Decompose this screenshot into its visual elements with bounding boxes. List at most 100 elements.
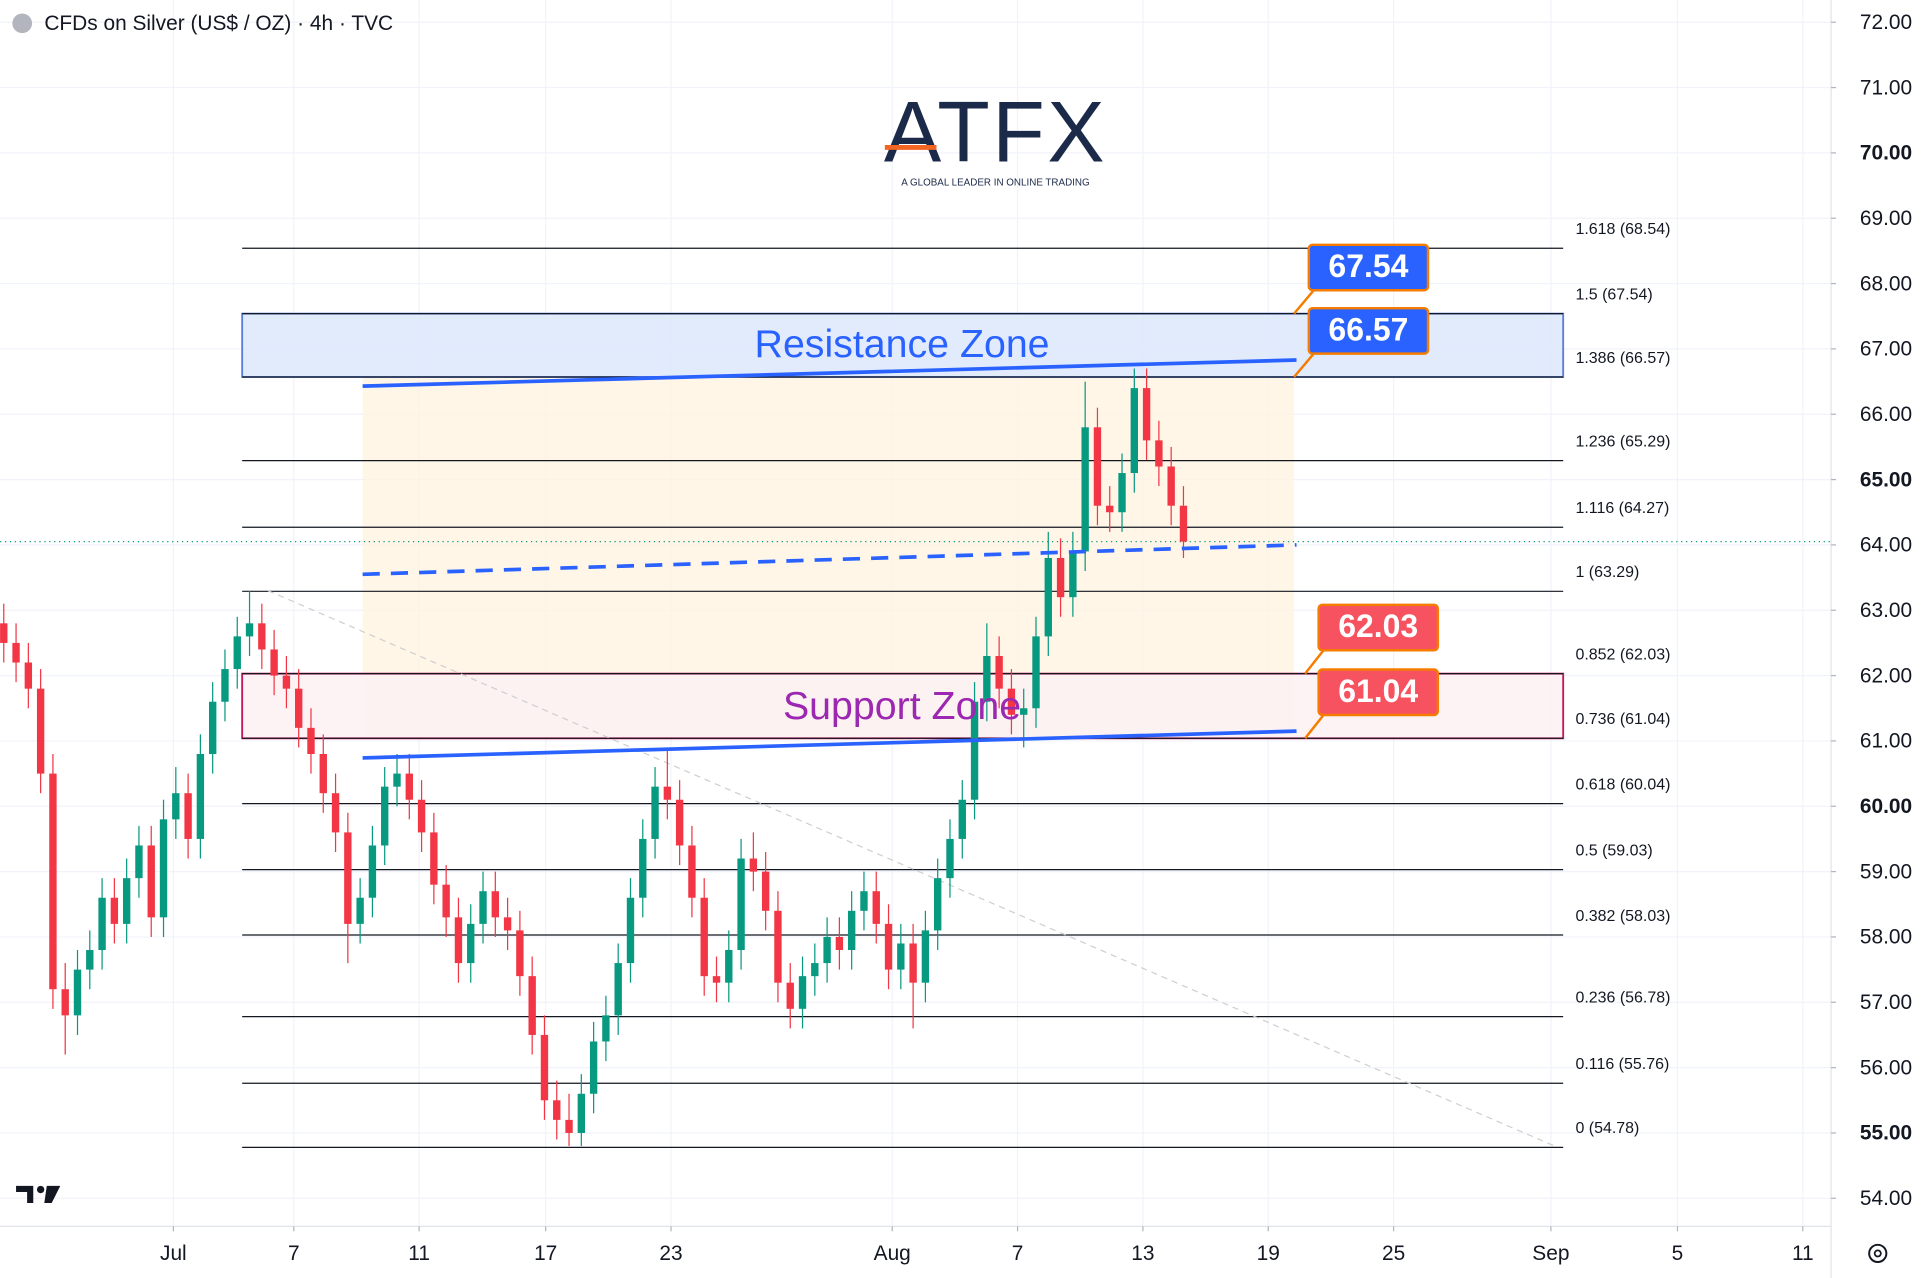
candle-body [823,936,831,964]
candle-body [417,799,426,833]
candle-body [73,969,82,1016]
x-tick-label: Aug [874,1242,911,1265]
candle-body [712,976,721,983]
candle-body [491,891,499,918]
fib-label: 0.736 (61.04) [1575,711,1670,728]
candle-body [1142,388,1151,441]
candle-body [49,773,57,990]
candle-body [368,845,377,898]
y-tick-label: 66.00 [1860,403,1912,426]
trendline [362,358,1297,388]
x-tick-label: 13 [1131,1242,1154,1265]
candle-body [1056,557,1065,598]
candle-body [122,878,131,924]
candle-body [921,930,930,983]
candle-body [245,623,254,637]
x-tick-label: 11 [1792,1242,1814,1265]
candle-body [1130,388,1138,474]
candle-body [135,845,143,879]
candle-body [331,793,340,833]
candle-body [798,976,807,1009]
fib-label: 1.236 (65.29) [1575,433,1670,450]
tradingview-logo [16,1185,61,1204]
settings-icon[interactable] [1868,1243,1888,1264]
fib-label: 0.236 (56.78) [1575,989,1670,1006]
y-tick-label: 63.00 [1860,599,1912,622]
candle-body [467,923,475,964]
x-tick-label: 7 [288,1242,300,1265]
fib-label: 0.116 (55.76) [1575,1056,1669,1073]
candle-body [1179,505,1188,542]
settings-ring[interactable] [1868,1243,1888,1264]
y-tick-label: 56.00 [1860,1056,1912,1079]
callout-pointer [1293,289,1315,315]
candle-body [1020,708,1028,715]
callout-pointer [1304,649,1325,675]
callout-label: 61.04 [1338,673,1418,709]
fib-label: 0.618 (60.04) [1575,776,1670,793]
candle-body [540,1034,549,1101]
zone-label: Resistance Zone [755,322,1050,366]
y-tick-label: 62.00 [1860,664,1912,687]
candle-body [565,1119,573,1133]
callout-box [1307,243,1430,292]
candle-body [1118,473,1126,513]
trendline [362,543,1297,577]
x-tick-label: 25 [1382,1242,1405,1265]
candle-body [884,923,893,970]
candle-body [208,701,217,754]
candle-body [184,793,192,839]
candle-body [602,1015,610,1042]
zone-label: Support Zone [783,684,1021,728]
candle-body [24,662,33,689]
candle-body [196,753,205,839]
candle-body [897,943,905,970]
settings-core[interactable] [1873,1249,1882,1258]
trendline [362,729,1297,760]
callout-pointer [1304,714,1325,740]
candle-body [1032,636,1040,709]
candle-body [847,910,856,951]
candle-body [110,897,119,924]
candle-body [983,655,991,702]
x-tick-label: 5 [1672,1242,1684,1265]
y-tick-label: 60.00 [1860,795,1912,818]
callout-label: 67.54 [1328,248,1408,284]
chart-title: CFDs on Silver (US$ / OZ) · 4h · TVC [44,12,393,35]
fib-label: 1.618 (68.54) [1575,221,1670,238]
y-tick-label: 61.00 [1860,730,1912,753]
candle-body [737,858,745,951]
axes: 54.00 55.00 56.00 57.00 58.00 59.00 60.00 61.00… [160,11,1912,1265]
callout-box [1317,668,1440,717]
x-tick-label: 19 [1257,1242,1280,1265]
fib-label: 1.5 (67.54) [1575,286,1652,303]
candle-body [0,623,8,643]
candle-body [356,897,364,924]
candle-body [307,727,315,754]
y-tick-label: 67.00 [1860,338,1912,361]
candle-body [577,1093,586,1133]
candle-body [12,642,20,663]
candle-body [1007,688,1016,715]
y-tick-label: 54.00 [1860,1187,1912,1210]
y-tick-label: 64.00 [1860,534,1912,557]
tv-logo-part [44,1185,61,1204]
fib-label: 1 (63.29) [1575,564,1639,581]
plot-area: 1.618 (68.54) 1.5 (67.54) 1.386 (66.57) 1.2… [0,221,1832,1148]
candle-body [688,845,696,898]
candle-body [553,1100,561,1120]
candle-body [344,832,352,924]
x-tick-label: Jul [160,1242,187,1265]
candle-body [270,649,278,676]
y-tick-label: 71.00 [1860,76,1912,99]
candle-body [995,655,1003,689]
candle-body [946,838,954,879]
candle-body [663,786,672,800]
candle-body [393,773,401,787]
y-tick-label: 72.00 [1860,11,1912,34]
candle-body [626,897,635,964]
candle-body [958,799,966,839]
atfx-logo: ATFX A GLOBAL LEADER IN ONLINE TRADING [884,85,1105,189]
candle-body [147,845,155,918]
trendline [267,590,1555,1147]
